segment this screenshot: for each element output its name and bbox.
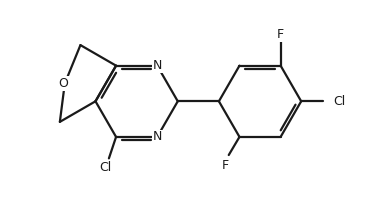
Text: O: O — [58, 77, 68, 90]
Text: Cl: Cl — [99, 161, 112, 174]
Text: Cl: Cl — [334, 95, 346, 108]
Text: F: F — [277, 28, 284, 41]
Text: N: N — [153, 130, 162, 143]
Text: F: F — [222, 159, 229, 172]
Text: N: N — [153, 59, 162, 72]
